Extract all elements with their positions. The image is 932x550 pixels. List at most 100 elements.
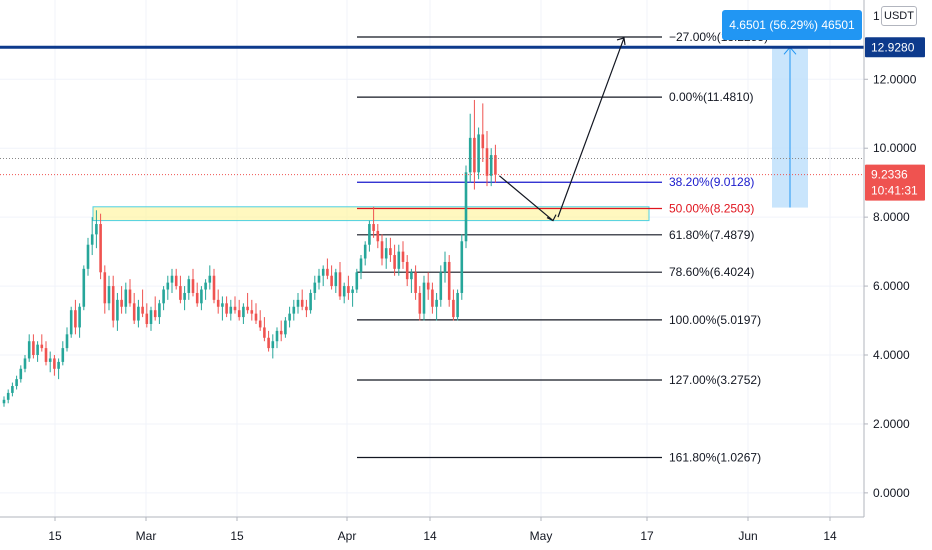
candle-body xyxy=(237,310,241,318)
candle-body xyxy=(355,272,359,290)
candle xyxy=(229,299,233,321)
candle xyxy=(19,365,23,383)
currency-badge[interactable]: USDT xyxy=(881,6,917,26)
candle-body xyxy=(48,358,52,362)
candle-body xyxy=(32,341,35,356)
price-axis-ticks[interactable]: 12.0000 10.0000 8.0000 6.0000 4.0000 2.0000 0.… xyxy=(864,72,917,500)
candle-body xyxy=(460,241,464,293)
candle-body xyxy=(426,282,430,290)
price-tick-label: 2.0000 xyxy=(873,417,910,431)
candle-body xyxy=(422,282,426,314)
candle xyxy=(44,341,48,366)
candle xyxy=(48,351,52,373)
candle xyxy=(271,334,275,359)
candle-body xyxy=(149,310,153,324)
candle xyxy=(195,282,199,307)
candle-body xyxy=(284,320,287,335)
candle-body xyxy=(221,303,224,307)
candle-body xyxy=(246,306,249,311)
candle-body xyxy=(107,286,111,304)
candle xyxy=(418,286,422,321)
candle-body xyxy=(174,275,178,287)
candle xyxy=(124,282,128,314)
candle xyxy=(296,292,300,314)
fib-level-label: 78.60%(6.4024) xyxy=(669,265,754,279)
candle-body xyxy=(473,137,476,173)
candle-body xyxy=(405,261,409,280)
candle xyxy=(477,127,480,180)
fib-level-label: 0.00%(11.4810) xyxy=(669,90,754,104)
candle-body xyxy=(263,327,266,338)
candle-body xyxy=(342,286,346,297)
candle-body xyxy=(271,341,275,349)
candle-body xyxy=(410,272,413,280)
candle xyxy=(53,355,56,376)
candle-body xyxy=(191,279,195,293)
candle-body xyxy=(40,344,44,349)
candle-body xyxy=(179,286,182,300)
time-axis-ticks[interactable]: 15 Mar 15 Apr 14 May 17 Jun 14 xyxy=(48,517,837,543)
candle xyxy=(426,272,430,300)
candle xyxy=(309,289,312,314)
candle xyxy=(111,275,115,328)
candle-body xyxy=(347,286,350,293)
candle xyxy=(473,99,476,190)
candle-body xyxy=(61,348,65,362)
candle xyxy=(393,244,396,276)
candle-body xyxy=(300,299,304,307)
candle-body xyxy=(145,313,149,324)
time-tick-label: 17 xyxy=(640,529,654,543)
candle-body xyxy=(309,292,312,311)
candle xyxy=(107,275,111,311)
candle-body xyxy=(359,258,363,273)
candle xyxy=(397,244,401,276)
candle-body xyxy=(200,289,203,304)
candle xyxy=(204,279,207,300)
fib-level-label: 161.80%(1.0267) xyxy=(669,450,761,464)
candle-body xyxy=(326,268,329,276)
candle xyxy=(380,234,384,266)
candle xyxy=(120,286,123,314)
candle xyxy=(351,286,354,307)
candle-body xyxy=(111,286,115,321)
time-tick-label: May xyxy=(530,529,553,543)
candle-body xyxy=(372,224,375,231)
candle xyxy=(212,268,216,304)
candle-body xyxy=(6,392,10,400)
candle xyxy=(468,113,472,183)
candle xyxy=(183,286,186,311)
candle-body xyxy=(401,251,405,262)
candlestick-series xyxy=(2,99,497,407)
price-tick-label: 4.0000 xyxy=(873,348,910,362)
candle xyxy=(149,306,153,331)
projection-arrow-path[interactable] xyxy=(499,37,626,222)
candle-body xyxy=(95,224,98,235)
candle xyxy=(334,268,338,293)
candle xyxy=(208,265,212,290)
candle xyxy=(439,265,443,307)
candle xyxy=(342,282,346,304)
candle xyxy=(174,268,178,290)
support-zone-rectangle[interactable] xyxy=(92,206,650,222)
candle-body xyxy=(452,299,455,318)
axes: 12.000010.00008.00006.00004.00002.00000.… xyxy=(0,0,925,543)
candle-body xyxy=(158,303,161,318)
candle-body xyxy=(330,275,333,287)
candle xyxy=(141,289,144,318)
candle xyxy=(317,268,321,290)
candle xyxy=(86,237,90,276)
candle xyxy=(368,220,371,252)
candle-body xyxy=(208,275,212,283)
candle xyxy=(326,258,329,280)
candle xyxy=(456,289,459,321)
candle-body xyxy=(389,248,392,256)
candle xyxy=(153,296,157,321)
candle xyxy=(90,217,94,256)
candle-body xyxy=(254,313,258,321)
fibonacci-retracement[interactable]: −27.00%(13.2255)0.00%(11.4810)38.20%(9.0… xyxy=(357,30,768,464)
candle-body xyxy=(414,272,417,293)
candle xyxy=(137,299,140,328)
candle xyxy=(330,265,333,290)
candle xyxy=(494,144,497,183)
